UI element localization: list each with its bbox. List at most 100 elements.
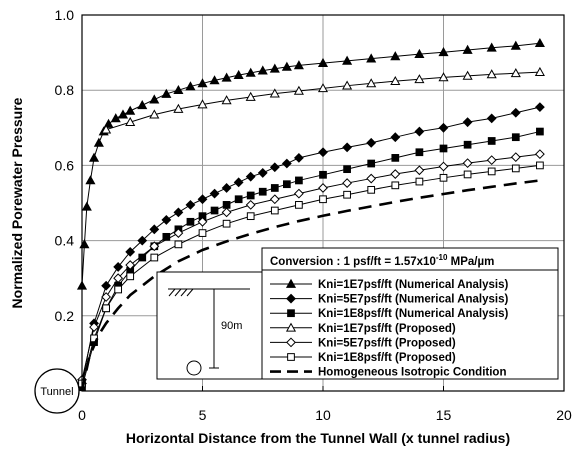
- series-1-point-32: [486, 42, 497, 52]
- series-6-point-20: [511, 164, 520, 173]
- series-1-point-13: [161, 88, 172, 98]
- series-5-point-4: [125, 260, 136, 270]
- legend-label-1: Kni=1E7psf/ft (Numerical Analysis): [318, 279, 509, 291]
- inset-tunnel-icon: [186, 360, 202, 376]
- legend-entries: Kni=1E7psf/ft (Numerical Analysis) Kni=5E…: [270, 278, 509, 379]
- series-1-point-21: [257, 65, 268, 75]
- legend-label-6: Kni=1E8psf/ft (Proposed): [318, 352, 456, 364]
- series-2-point-23: [414, 126, 425, 137]
- series-2-point-27: [510, 107, 521, 118]
- series-1-point-23: [281, 61, 292, 71]
- inset-box: [156, 271, 263, 380]
- legend-marker-2: [286, 293, 296, 304]
- series-2-point-19: [318, 147, 328, 158]
- series-4-point-10: [342, 80, 353, 90]
- y-axis-label: Normalized Porewater Pressure: [9, 97, 25, 308]
- x-tick-label-0: 0: [78, 407, 86, 423]
- series-2-point-11: [209, 188, 220, 199]
- legend-label-3: Kni=1E8psf/ft (Numerical Analysis): [318, 308, 509, 320]
- series-4-point-18: [534, 66, 545, 77]
- series-1-point-29: [414, 48, 425, 58]
- series-1-point-17: [209, 75, 220, 85]
- series-3-point-21: [367, 159, 376, 168]
- series-1-point-26: [342, 55, 353, 65]
- series-3-point-18: [295, 176, 303, 185]
- series-1-point-18: [221, 72, 232, 82]
- series-2-point-25: [462, 117, 473, 128]
- legend-marker-6: [287, 353, 295, 361]
- series-6-point-11: [295, 201, 303, 209]
- legend-label-4: Kni=1E7psf/ft (Proposed): [318, 323, 456, 335]
- series-1-point-3: [85, 175, 96, 185]
- series-3-point-11: [210, 206, 219, 215]
- series-3-point-23: [415, 148, 424, 157]
- series-5-point-7: [197, 216, 208, 227]
- conversion-note: Conversion : 1 psf/ft = 1.57x10-10 MPa/µ…: [270, 253, 494, 268]
- inset-depth-label: 90m: [221, 320, 242, 332]
- y-tick-label-4: 1.0: [55, 7, 75, 23]
- series-4-point-12: [390, 75, 401, 86]
- series-5-point-8: [221, 207, 232, 218]
- series-1-point-5: [93, 137, 104, 147]
- series-5-point-6: [173, 228, 184, 238]
- series-6-point-4: [126, 272, 135, 281]
- series-2-point-12: [221, 183, 232, 193]
- series-5-point-15: [390, 169, 401, 179]
- series-3-point-28: [536, 127, 544, 136]
- series-2-point-9: [185, 199, 196, 210]
- series-3-point-26: [487, 137, 496, 145]
- legend-marker-3: [287, 309, 295, 318]
- series-4-point-2: [149, 109, 160, 119]
- series-1-point-10: [125, 105, 136, 115]
- series-3-point-15: [258, 187, 267, 196]
- series-2-point-21: [366, 137, 377, 148]
- series-4-point-9: [317, 83, 329, 93]
- series-1-point-15: [185, 81, 196, 91]
- series-3-point-13: [234, 195, 243, 204]
- series-6: [78, 161, 544, 388]
- series-3-point-5: [138, 253, 147, 262]
- series-4-point-14: [438, 72, 449, 82]
- series-6-point-16: [415, 177, 424, 186]
- series-2-point-20: [342, 142, 353, 153]
- x-tick-label-3: 15: [436, 407, 452, 423]
- series-1-point-28: [390, 51, 401, 61]
- series-5-point-10: [269, 194, 280, 205]
- series-4-point-8: [293, 85, 304, 95]
- series-5-point-20: [510, 152, 521, 163]
- y-tick-label-2: 0.6: [55, 157, 75, 173]
- y-tick-label-3: 0.8: [55, 82, 75, 98]
- series-5-point-11: [293, 188, 304, 199]
- series-4-point-7: [269, 88, 280, 98]
- series-2-point-24: [438, 122, 449, 133]
- series-2-point-8: [173, 207, 184, 218]
- data-series: [76, 37, 545, 392]
- series-2-point-18: [293, 152, 304, 163]
- x-tick-label-2: 10: [315, 407, 331, 423]
- series-1-point-11: [137, 100, 148, 110]
- series-5-point-12: [318, 183, 328, 193]
- series-3-point-27: [511, 133, 520, 142]
- series-5-point-18: [462, 158, 473, 169]
- series-6-point-17: [439, 173, 448, 182]
- series-3-point-16: [270, 184, 279, 192]
- series-1-point-27: [366, 53, 377, 63]
- series-line-6: [81, 164, 540, 384]
- series-line-5: [81, 153, 540, 380]
- series-4-point-13: [414, 74, 425, 84]
- series-1-point-33: [510, 40, 521, 50]
- series-1-point-34: [534, 37, 545, 48]
- series-4-point-16: [486, 69, 497, 79]
- series-6-point-21: [536, 161, 544, 170]
- series-1-point-4: [89, 152, 100, 162]
- series-4: [101, 66, 545, 134]
- series-5-point-3: [113, 273, 124, 284]
- legend-label-7: Homogeneous Isotropic Condition: [318, 367, 506, 379]
- series-5-point-9: [245, 199, 256, 210]
- series-6-point-7: [198, 229, 207, 237]
- series-4-point-5: [221, 95, 232, 105]
- series-6-point-10: [270, 206, 279, 215]
- series-3-point-22: [391, 154, 400, 162]
- legend: Conversion : 1 psf/ft = 1.57x10-10 MPa/µ…: [261, 247, 559, 380]
